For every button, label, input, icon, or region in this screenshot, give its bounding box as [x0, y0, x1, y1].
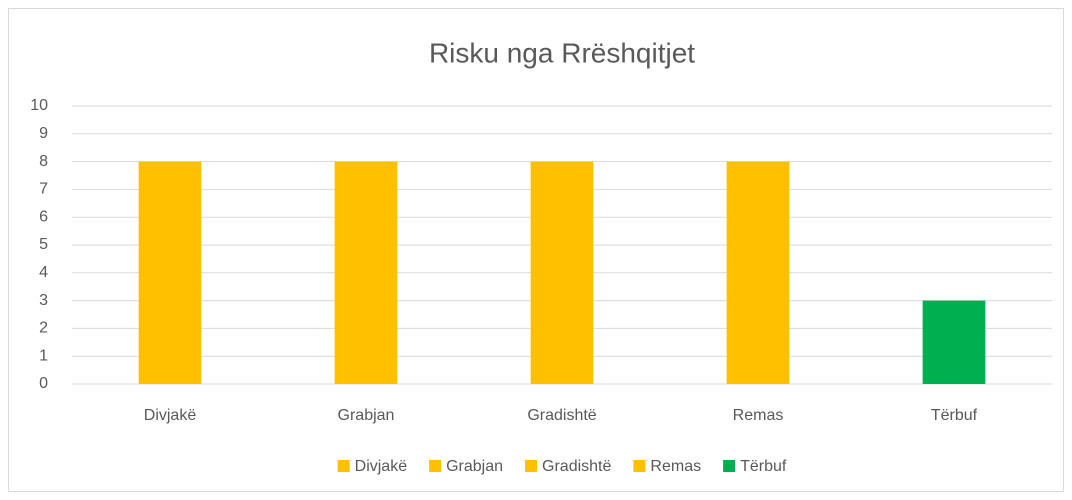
x-tick-label: Tërbuf: [931, 407, 978, 424]
legend-swatch: [525, 460, 538, 472]
legend-label: Grabjan: [446, 458, 503, 475]
y-tick-label: 4: [39, 264, 48, 281]
y-tick-label: 1: [39, 347, 48, 364]
y-tick-label: 9: [39, 125, 48, 142]
bar: [138, 161, 202, 384]
x-tick-label: Gradishtë: [527, 407, 596, 424]
legend-label: Gradishtë: [542, 458, 611, 475]
x-tick-label: Grabjan: [338, 407, 395, 424]
legend-label: Tërbuf: [740, 458, 787, 475]
chart-title: Risku nga Rrëshqitjet: [429, 37, 695, 68]
bar: [334, 161, 398, 384]
legend-swatch: [337, 460, 350, 472]
x-tick-label: Divjakë: [144, 407, 197, 424]
x-tick-label: Remas: [733, 407, 784, 424]
bar: [922, 300, 986, 384]
legend-swatch: [723, 460, 736, 472]
legend-label: Remas: [650, 458, 701, 475]
legend-swatch: [429, 460, 442, 472]
y-tick-label: 8: [39, 153, 48, 170]
legend-swatch: [633, 460, 646, 472]
y-tick-label: 2: [39, 320, 48, 337]
y-tick-label: 5: [39, 236, 48, 253]
y-tick-label: 0: [39, 375, 48, 392]
y-tick-label: 10: [30, 97, 48, 114]
y-tick-label: 6: [39, 208, 48, 225]
y-tick-label: 7: [39, 181, 48, 198]
legend-label: Divjakë: [355, 458, 408, 475]
y-tick-label: 3: [39, 292, 48, 309]
bar: [726, 161, 790, 384]
bar: [530, 161, 594, 384]
